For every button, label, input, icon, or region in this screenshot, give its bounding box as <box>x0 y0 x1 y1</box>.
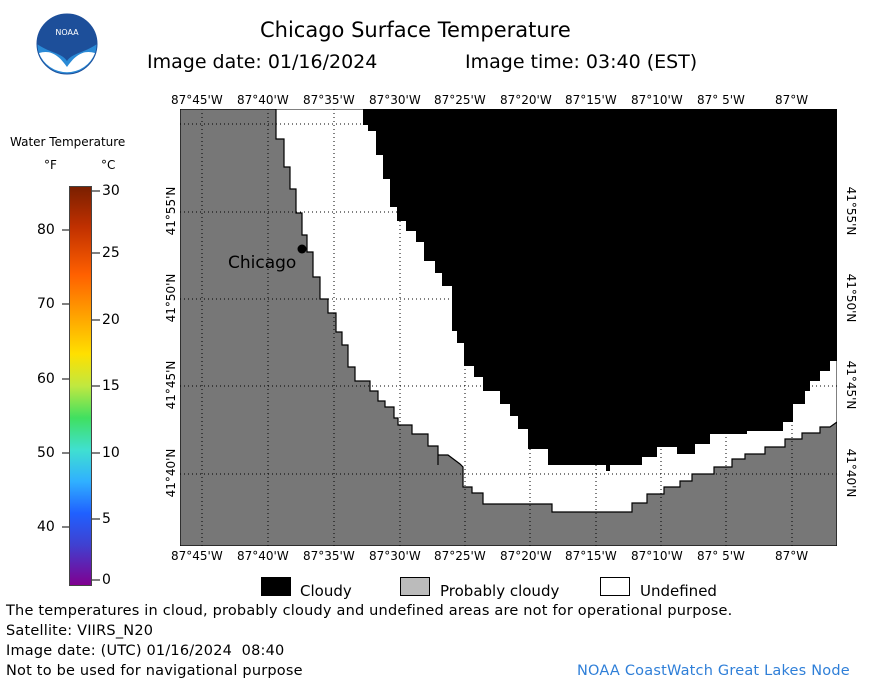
lon-label-bottom: 87°W <box>775 549 809 563</box>
f-tick: 50 <box>37 445 55 461</box>
lon-label-top: 87°30'W <box>369 93 421 107</box>
legend-swatch-cloudy <box>261 577 291 596</box>
lon-label-bottom: 87°35'W <box>303 549 355 563</box>
legend-swatch-undefined <box>600 577 630 596</box>
lon-label-top: 87°35'W <box>303 93 355 107</box>
c-tick: 10 <box>102 445 120 461</box>
lon-label-bottom: 87°10'W <box>631 549 683 563</box>
noaa-logo: NOAA <box>36 13 98 75</box>
lon-label-top: 87°15'W <box>565 93 617 107</box>
unit-fahrenheit: °F <box>44 158 57 172</box>
map-frame <box>180 109 837 546</box>
lon-label-top: 87°20'W <box>500 93 552 107</box>
c-tick: 25 <box>102 245 120 261</box>
lon-label-top: 87° 5'W <box>697 93 745 107</box>
lat-label-left: 41°40'N <box>164 448 178 498</box>
page-title: Chicago Surface Temperature <box>260 18 571 42</box>
lon-label-top: 87°W <box>775 93 809 107</box>
lon-label-bottom: 87° 5'W <box>697 549 745 563</box>
lon-label-bottom: 87°40'W <box>237 549 289 563</box>
lon-label-bottom: 87°45'W <box>171 549 223 563</box>
lon-label-bottom: 87°20'W <box>500 549 552 563</box>
f-tick: 60 <box>37 371 55 387</box>
legend-label-probably-cloudy: Probably cloudy <box>440 582 560 600</box>
f-tick: 80 <box>37 222 55 238</box>
colorbar-ticks <box>62 190 100 581</box>
lon-label-top: 87°40'W <box>237 93 289 107</box>
footer-credit: NOAA CoastWatch Great Lakes Node <box>577 663 850 679</box>
lat-label-right: 41°55'N <box>844 186 858 236</box>
lat-label-left: 41°45'N <box>164 360 178 410</box>
lon-label-bottom: 87°15'W <box>565 549 617 563</box>
c-tick: 5 <box>102 511 111 527</box>
image-time: Image time: 03:40 (EST) <box>465 51 698 73</box>
lat-label-left: 41°55'N <box>164 186 178 236</box>
lat-label-right: 41°50'N <box>844 273 858 323</box>
footer-nav-warning: Not to be used for navigational purpose <box>6 663 303 679</box>
lon-label-top: 87°10'W <box>631 93 683 107</box>
lat-label-right: 41°40'N <box>844 448 858 498</box>
graticule <box>180 109 837 546</box>
colorbar-title: Water Temperature <box>10 135 126 149</box>
f-tick: 70 <box>37 296 55 312</box>
footer-note: The temperatures in cloud, probably clou… <box>6 603 733 619</box>
lon-label-bottom: 87°30'W <box>369 549 421 563</box>
lat-label-left: 41°50'N <box>164 273 178 323</box>
unit-celsius: °C <box>101 158 116 172</box>
c-tick: 15 <box>102 378 120 394</box>
land-region <box>180 109 837 546</box>
image-date: Image date: 01/16/2024 <box>147 51 378 73</box>
c-tick: 0 <box>102 572 111 588</box>
c-tick: 20 <box>102 312 120 328</box>
legend-label-undefined: Undefined <box>640 582 717 600</box>
c-tick: 30 <box>102 183 120 199</box>
lon-label-bottom: 87°25'W <box>434 549 486 563</box>
legend-swatch-probably-cloudy <box>400 577 430 596</box>
noaa-logo-text: NOAA <box>55 28 79 37</box>
chicago-marker <box>297 244 307 254</box>
cloudy-region <box>363 109 837 471</box>
colorbar <box>69 186 92 586</box>
footer-image-date: Image date: (UTC) 01/16/2024 08:40 <box>6 643 285 659</box>
footer-satellite: Satellite: VIIRS_N20 <box>6 623 154 639</box>
city-label-chicago: Chicago <box>228 253 297 273</box>
f-tick: 40 <box>37 519 55 535</box>
lon-label-top: 87°45'W <box>171 93 223 107</box>
lat-label-right: 41°45'N <box>844 360 858 410</box>
lon-label-top: 87°25'W <box>434 93 486 107</box>
legend-label-cloudy: Cloudy <box>300 582 352 600</box>
